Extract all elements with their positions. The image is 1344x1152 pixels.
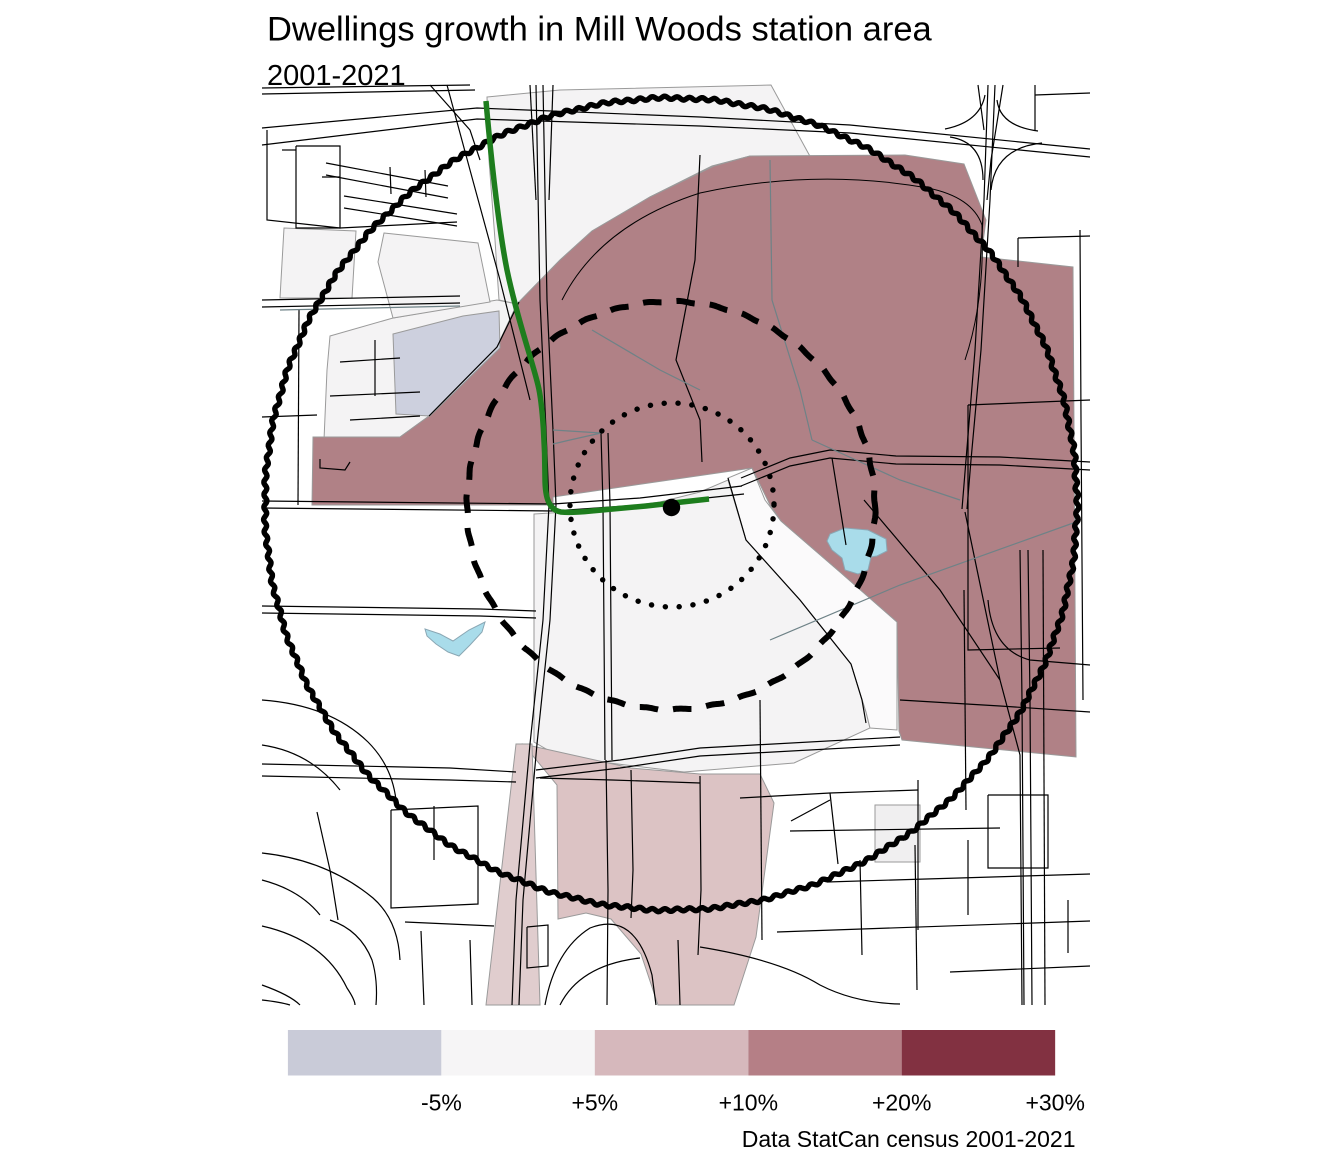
svg-text:2001-2021: 2001-2021 <box>267 60 406 92</box>
svg-text:-5%: -5% <box>421 1090 462 1116</box>
svg-text:+20%: +20% <box>872 1090 931 1116</box>
svg-text:+10%: +10% <box>719 1090 778 1116</box>
svg-text:Dwellings growth in Mill Woods: Dwellings growth in Mill Woods station a… <box>267 11 933 49</box>
svg-text:+30%: +30% <box>1025 1090 1084 1116</box>
svg-text:Data StatCan census 2001-2021: Data StatCan census 2001-2021 <box>742 1126 1076 1152</box>
svg-text:+5%: +5% <box>571 1090 618 1116</box>
